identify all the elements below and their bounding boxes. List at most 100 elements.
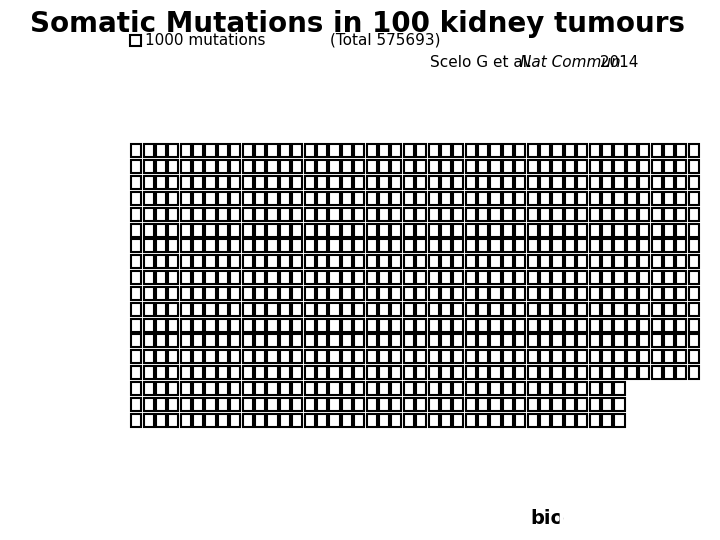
Bar: [627, 334, 637, 347]
Bar: [639, 239, 649, 252]
Bar: [218, 350, 228, 363]
Bar: [392, 271, 402, 284]
Bar: [168, 271, 179, 284]
Bar: [156, 239, 166, 252]
Bar: [230, 176, 240, 189]
Bar: [205, 382, 215, 395]
Bar: [292, 334, 302, 347]
Bar: [428, 271, 438, 284]
Bar: [627, 255, 637, 268]
Bar: [441, 398, 451, 411]
Bar: [168, 208, 179, 221]
Bar: [392, 192, 402, 205]
Bar: [639, 176, 649, 189]
Bar: [168, 176, 179, 189]
Bar: [354, 160, 364, 173]
Bar: [329, 176, 340, 189]
Bar: [540, 414, 550, 427]
Bar: [156, 319, 166, 332]
Text: Scelo G et al.: Scelo G et al.: [430, 55, 536, 70]
Bar: [590, 144, 600, 157]
Bar: [428, 192, 438, 205]
Bar: [181, 239, 191, 252]
Bar: [564, 398, 575, 411]
Bar: [676, 255, 686, 268]
Bar: [131, 287, 141, 300]
Bar: [454, 287, 464, 300]
Bar: [243, 319, 253, 332]
Bar: [354, 414, 364, 427]
Text: 2014: 2014: [595, 55, 639, 70]
Bar: [454, 334, 464, 347]
Bar: [379, 255, 389, 268]
Bar: [131, 160, 141, 173]
Bar: [503, 239, 513, 252]
Bar: [441, 144, 451, 157]
Bar: [181, 192, 191, 205]
Bar: [602, 208, 612, 221]
Bar: [652, 319, 662, 332]
Bar: [131, 144, 141, 157]
Bar: [516, 144, 526, 157]
Bar: [131, 271, 141, 284]
Bar: [478, 271, 488, 284]
Bar: [564, 319, 575, 332]
Bar: [243, 382, 253, 395]
Bar: [305, 271, 315, 284]
Bar: [305, 303, 315, 316]
Bar: [416, 287, 426, 300]
Bar: [243, 366, 253, 379]
Bar: [639, 160, 649, 173]
Bar: [602, 303, 612, 316]
Bar: [329, 160, 340, 173]
Bar: [342, 144, 352, 157]
Bar: [342, 239, 352, 252]
Bar: [428, 303, 438, 316]
Bar: [280, 334, 290, 347]
Bar: [205, 239, 215, 252]
Bar: [292, 239, 302, 252]
Bar: [379, 334, 389, 347]
Bar: [366, 382, 377, 395]
Bar: [354, 271, 364, 284]
Bar: [379, 398, 389, 411]
Bar: [329, 366, 340, 379]
Bar: [627, 287, 637, 300]
Bar: [689, 144, 699, 157]
Bar: [366, 239, 377, 252]
Bar: [664, 303, 674, 316]
Bar: [540, 303, 550, 316]
Bar: [392, 382, 402, 395]
Bar: [168, 192, 179, 205]
Bar: [478, 303, 488, 316]
Bar: [366, 144, 377, 157]
Bar: [280, 414, 290, 427]
Bar: [305, 414, 315, 427]
Bar: [218, 287, 228, 300]
Bar: [342, 255, 352, 268]
Text: 1000 mutations: 1000 mutations: [145, 32, 266, 48]
Bar: [614, 319, 624, 332]
Bar: [639, 255, 649, 268]
Bar: [143, 398, 153, 411]
Bar: [392, 160, 402, 173]
Bar: [664, 176, 674, 189]
Bar: [342, 287, 352, 300]
Bar: [230, 192, 240, 205]
Bar: [329, 334, 340, 347]
Bar: [156, 271, 166, 284]
Bar: [218, 334, 228, 347]
Bar: [230, 255, 240, 268]
Bar: [280, 287, 290, 300]
Bar: [490, 160, 500, 173]
Bar: [156, 366, 166, 379]
Bar: [577, 414, 588, 427]
Bar: [564, 176, 575, 189]
Bar: [193, 271, 203, 284]
Bar: [404, 271, 414, 284]
Bar: [342, 366, 352, 379]
Bar: [416, 224, 426, 237]
Bar: [466, 303, 476, 316]
Bar: [292, 366, 302, 379]
Text: .ca: .ca: [652, 512, 671, 525]
